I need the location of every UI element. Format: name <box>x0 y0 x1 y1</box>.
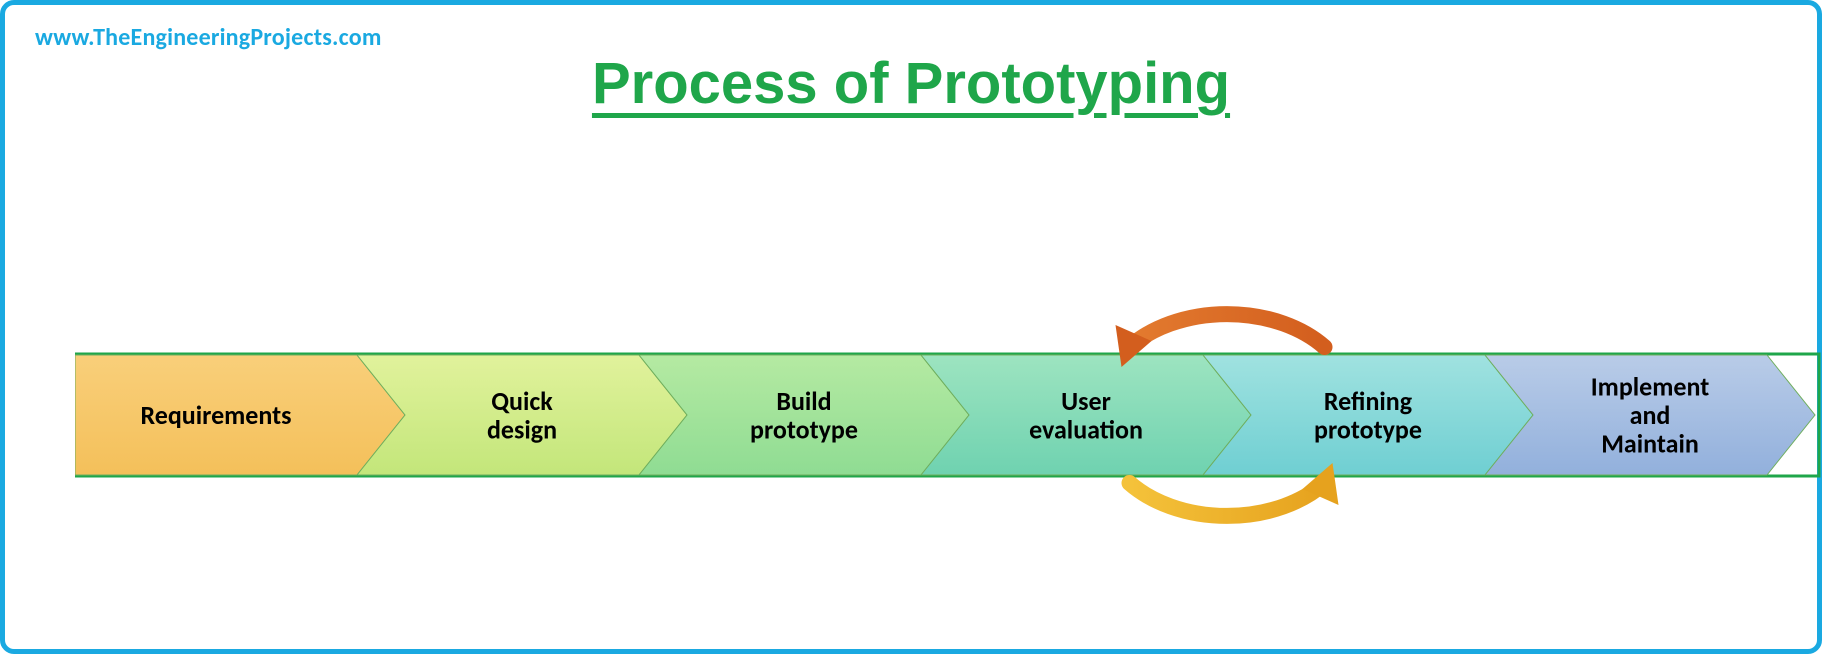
step-label-user-evaluation-l0: User <box>1061 385 1111 417</box>
step-label-implement-maintain-l1: and <box>1630 399 1671 431</box>
page-title: Process of Prototyping <box>592 50 1230 117</box>
step-label-implement-maintain-l0: Implement <box>1591 371 1709 403</box>
feedback-arrow-top <box>1130 314 1325 347</box>
step-label-user-evaluation-l1: evaluation <box>1029 413 1143 445</box>
step-label-build-prototype-l1: prototype <box>750 413 858 445</box>
step-label-refining-prototype-l0: Refining <box>1324 385 1413 417</box>
step-label-refining-prototype-l1: prototype <box>1314 413 1422 445</box>
step-label-quick-design-l0: Quick <box>491 385 553 417</box>
step-label-quick-design-l1: design <box>487 413 557 445</box>
watermark-text: www.TheEngineeringProjects.com <box>35 23 382 52</box>
diagram-frame: www.TheEngineeringProjects.com Process o… <box>0 0 1822 654</box>
flow-diagram: RequirementsQuickdesignBuildprototypeUse… <box>75 225 1822 635</box>
title-wrap: Process of Prototyping <box>5 50 1817 117</box>
step-label-build-prototype-l0: Build <box>776 385 831 417</box>
feedback-arrow-bottom <box>1130 483 1325 516</box>
step-label-requirements-l0: Requirements <box>140 399 291 431</box>
step-label-implement-maintain-l2: Maintain <box>1601 428 1699 460</box>
